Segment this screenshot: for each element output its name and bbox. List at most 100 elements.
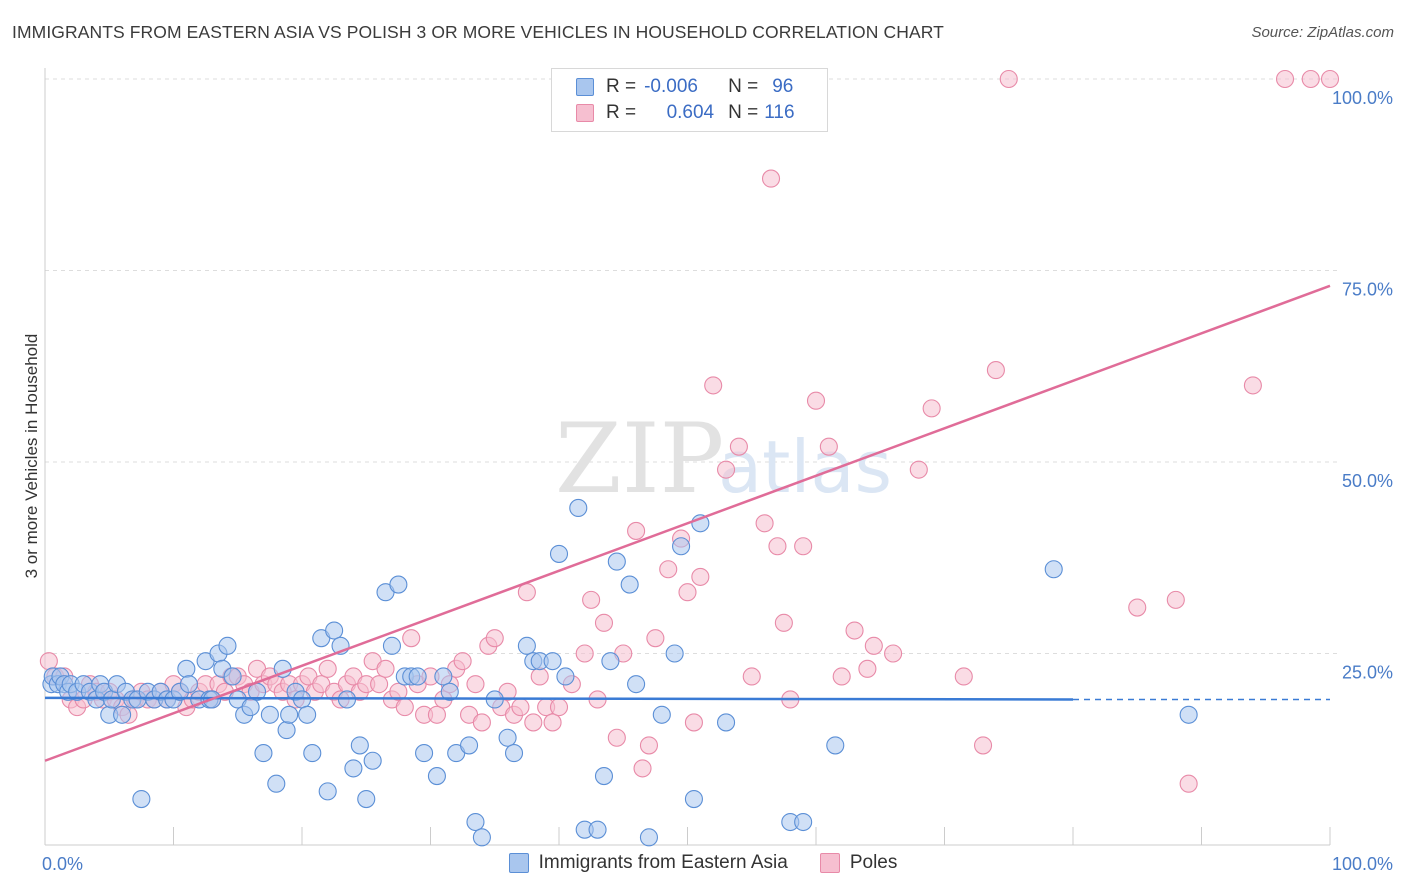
data-point [466,675,485,694]
data-point [517,583,536,602]
data-point [402,629,421,648]
legend-r-value: 0.604 [666,102,715,123]
data-point [113,705,132,724]
data-point [395,698,414,717]
data-point [434,667,453,686]
x-tick-label: 100.0% [1332,854,1393,874]
data-point [864,636,883,655]
data-point [646,629,665,648]
data-point [132,789,151,809]
correlation-legend: R = -0.006 N = 96 R = 0.604 N = 116 [551,68,828,132]
data-point [1179,705,1198,724]
data-point [363,751,382,770]
data-point [524,713,543,732]
trend-line-poles [44,284,1331,762]
legend-row-poles: R = 0.604 N = 116 [576,100,795,126]
data-point [884,644,903,663]
watermark-zip: ZIP [555,403,724,515]
data-point [511,698,530,717]
legend-swatch-pink [576,104,594,122]
data-point [1301,69,1320,89]
legend-n-label: N = [728,76,759,97]
data-point [601,652,620,671]
legend-r-value: -0.006 [644,76,698,97]
y-tick-label: 75.0% [1342,280,1393,300]
data-point [549,544,569,563]
data-point [999,69,1018,89]
trend-line-immigrants [44,696,1074,701]
data-point [826,736,845,755]
data-point [223,667,242,686]
data-point [498,728,517,747]
data-point [922,399,941,418]
data-point [575,644,594,663]
data-point [858,659,877,678]
data-point [517,636,536,655]
data-point [543,713,562,732]
data-point [543,652,562,671]
y-tick-label: 50.0% [1342,471,1393,491]
y-tick-label: 100.0% [1332,88,1393,108]
legend-n-value: 96 [772,76,794,97]
data-point [569,498,588,518]
data-point [1179,774,1198,793]
data-point [408,667,427,686]
data-point [318,659,337,678]
legend-label-immigrants: Immigrants from Eastern Asia [538,852,788,873]
data-point [504,744,524,763]
data-point [325,621,344,640]
data-point [254,744,273,763]
legend-n-label: N = [728,102,759,123]
data-point [716,713,736,732]
axes [44,68,1331,846]
data-point [607,552,626,571]
x-tick-label: 0.0% [42,854,83,874]
data-point [318,782,337,801]
data-point [582,590,601,609]
data-point [659,560,678,579]
data-point [588,820,607,839]
data-point [1275,69,1295,89]
data-point [761,169,781,188]
data-point [768,537,787,556]
data-point [382,636,402,655]
data-point [633,759,652,778]
data-point [832,667,851,686]
data-point [177,659,196,678]
data-point [639,736,659,755]
data-point [415,744,434,763]
data-point [357,789,376,809]
legend-swatch-pink [819,853,840,873]
watermark: ZIP atlas [555,403,892,515]
data-point [427,705,446,724]
data-point [549,698,569,717]
data-point [672,537,691,556]
data-point [389,682,408,701]
legend-n-value: 116 [764,102,795,123]
trend-lines [44,284,1331,762]
data-point [607,728,626,747]
data-point [794,537,813,556]
chart-title: IMMIGRANTS FROM EASTERN ASIA VS POLISH 3… [12,22,944,42]
series-immigrants-eastern-asia [42,498,1198,847]
data-point [594,613,614,632]
data-point [179,675,198,694]
data-point [453,652,472,671]
data-point [639,828,659,847]
watermark-atlas: atlas [718,425,892,509]
data-point [260,705,279,724]
data-point [806,391,826,410]
data-point [39,652,58,671]
data-point [691,567,710,586]
data-point [344,759,363,778]
data-point [350,736,369,755]
data-point [277,721,296,740]
data-point [241,698,260,717]
legend-r-label: R = [606,102,637,123]
legend-item-immigrants: Immigrants from Eastern Asia [508,852,788,874]
data-point [627,521,646,540]
data-point [280,705,299,724]
data-point [986,361,1005,380]
data-point [556,667,575,686]
